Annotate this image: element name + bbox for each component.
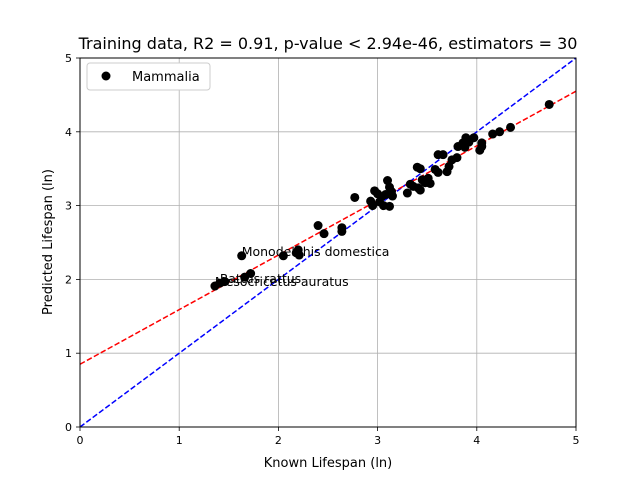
y-tick-label: 1 bbox=[65, 347, 72, 360]
data-point bbox=[477, 138, 487, 148]
data-point bbox=[278, 251, 288, 261]
plot-frame bbox=[79, 57, 577, 428]
identity-line bbox=[79, 57, 577, 428]
legend-marker bbox=[101, 71, 111, 81]
data-point bbox=[313, 221, 323, 231]
data-point bbox=[246, 268, 256, 278]
data-point bbox=[433, 167, 443, 177]
point-annotation: Rattus rattus bbox=[220, 271, 301, 286]
data-point bbox=[337, 226, 347, 236]
legend: Mammalia bbox=[86, 62, 211, 91]
data-points bbox=[210, 99, 554, 291]
data-point bbox=[319, 229, 329, 239]
point-annotation: Mesocricetus auratus bbox=[215, 274, 349, 289]
data-point bbox=[237, 251, 247, 261]
data-point bbox=[385, 201, 395, 211]
data-point bbox=[350, 192, 360, 202]
y-axis-label: Predicted Lifespan (ln) bbox=[41, 169, 56, 315]
data-point bbox=[544, 99, 554, 109]
data-point bbox=[469, 133, 479, 143]
y-tick-label: 3 bbox=[65, 200, 72, 213]
x-axis-label: Known Lifespan (ln) bbox=[264, 456, 393, 471]
data-point bbox=[506, 122, 516, 132]
data-point bbox=[402, 188, 412, 198]
x-tick-label: 1 bbox=[176, 434, 183, 447]
data-point bbox=[294, 250, 304, 260]
x-tick-label: 4 bbox=[473, 434, 480, 447]
x-axis-ticks: 0 1 2 3 4 5 bbox=[77, 427, 580, 447]
reference-lines bbox=[79, 57, 577, 428]
point-annotation: Monodelphis domestica bbox=[242, 244, 390, 259]
y-axis-ticks: 0 1 2 3 4 5 bbox=[65, 52, 80, 434]
data-point bbox=[415, 185, 425, 195]
data-point bbox=[488, 129, 498, 139]
legend-entry-mammalia: Mammalia bbox=[132, 70, 200, 85]
data-point bbox=[425, 178, 435, 188]
data-point bbox=[438, 150, 448, 160]
y-tick-label: 5 bbox=[65, 52, 72, 65]
x-tick-label: 0 bbox=[77, 434, 84, 447]
data-point bbox=[495, 127, 505, 137]
annotations: Monodelphis domestica Rattus rattusMesocr… bbox=[215, 244, 390, 289]
y-tick-label: 4 bbox=[65, 126, 72, 139]
data-point bbox=[452, 153, 462, 163]
data-point bbox=[387, 191, 397, 201]
x-tick-label: 5 bbox=[573, 434, 580, 447]
legend-box bbox=[86, 62, 211, 91]
x-tick-label: 3 bbox=[374, 434, 381, 447]
chart-title: Training data, R2 = 0.91, p-value < 2.94… bbox=[78, 34, 578, 53]
data-point bbox=[415, 164, 425, 174]
data-point bbox=[220, 277, 230, 287]
x-tick-label: 2 bbox=[275, 434, 282, 447]
y-tick-label: 0 bbox=[65, 421, 72, 434]
data-point bbox=[368, 201, 378, 211]
y-tick-label: 2 bbox=[65, 273, 72, 286]
